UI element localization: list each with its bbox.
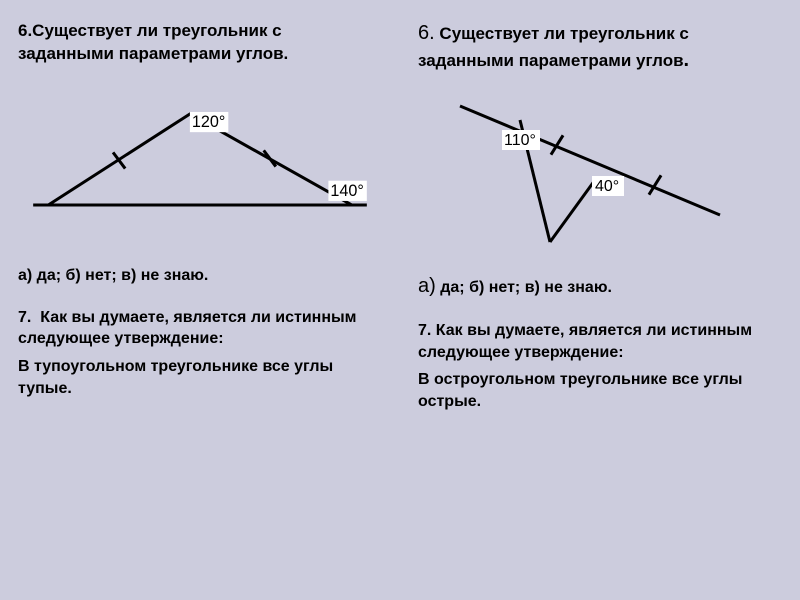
angle-top-label: 120° bbox=[192, 113, 225, 131]
angle-right-label: 140° bbox=[330, 182, 363, 200]
q7-title-right: 7. Как вы думаете, является ли истинным … bbox=[418, 320, 782, 363]
right-column: 6. Существует ли треугольник с заданными… bbox=[400, 0, 800, 600]
answers-left: а) да; б) нет; в) не знаю. bbox=[18, 267, 382, 285]
answers-a: а) bbox=[418, 275, 436, 297]
statement-right: В остроугольном треугольнике все углы ос… bbox=[418, 369, 782, 412]
q6-title-right: 6. Существует ли треугольник с заданными… bbox=[418, 20, 782, 74]
side-mid-to-bot bbox=[550, 180, 595, 242]
statement-left: В тупоугольном треугольнике все углы туп… bbox=[18, 356, 382, 399]
triangle-diagram-left: 120° 140° bbox=[18, 82, 382, 242]
q6-text: Существует ли треугольник с заданными па… bbox=[418, 24, 689, 70]
extended-line bbox=[460, 106, 720, 215]
tick-right bbox=[264, 150, 276, 166]
q6-title-left: 6.Существует ли треугольник с заданными … bbox=[18, 20, 382, 66]
answers-rest: да; б) нет; в) не знаю. bbox=[436, 279, 612, 296]
q7-text: Как вы думаете, является ли истинным сле… bbox=[18, 309, 357, 348]
angle-bot-label-r: 40° bbox=[595, 178, 619, 195]
angle-top-label-r: 110° bbox=[504, 132, 536, 149]
q6-bigdot: . bbox=[684, 49, 690, 71]
triangle-diagram-right: 110° 40° bbox=[418, 90, 782, 250]
left-column: 6.Существует ли треугольник с заданными … bbox=[0, 0, 400, 600]
q7-block-left: 7. Как вы думаете, является ли истинным … bbox=[18, 307, 382, 350]
q6-num: 6 bbox=[418, 22, 429, 44]
answers-right: а) да; б) нет; в) не знаю. bbox=[418, 275, 782, 298]
q7-num: 7. bbox=[18, 309, 31, 326]
q7-title-left: 7. Как вы думаете, является ли истинным … bbox=[18, 307, 382, 350]
